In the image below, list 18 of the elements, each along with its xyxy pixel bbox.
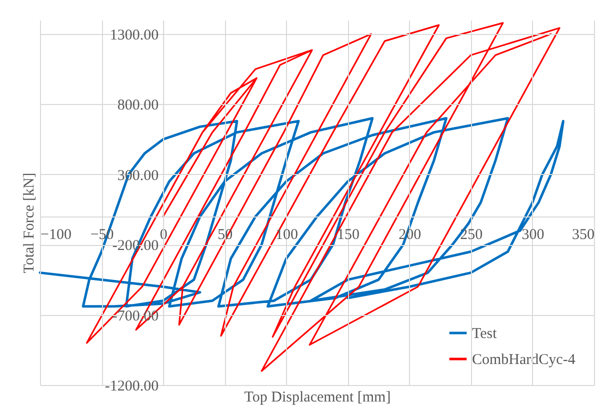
x-axis-title: Top Displacement [mm] (244, 390, 391, 406)
y-axis-title: Total Force [kN] (22, 172, 38, 274)
y-tick-label: -200.00 (112, 238, 159, 254)
x-tick-label: 100 (275, 227, 298, 244)
y-tick-label: 300.00 (117, 168, 159, 184)
x-tick-label: −100 (40, 227, 72, 244)
y-tick-label: 800.00 (117, 98, 159, 114)
x-tick-label: 250 (460, 227, 483, 244)
x-tick-label: 0 (160, 227, 168, 244)
line-series (38, 117, 564, 308)
y-tick-label: 1300.00 (110, 28, 159, 44)
legend-label: CombHardCyc-4 (472, 352, 576, 368)
legend-label: Test (472, 326, 498, 342)
x-tick-label: 300 (522, 227, 544, 244)
x-tick-label: 350 (572, 227, 594, 244)
x-tick-label: 150 (337, 227, 360, 244)
y-tick-label: -1200.00 (104, 378, 159, 394)
y-tick-label: -700.00 (112, 308, 159, 324)
